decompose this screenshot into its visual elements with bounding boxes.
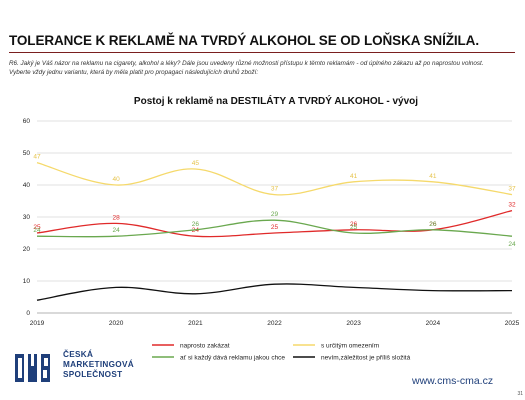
y-tick-label: 60 (23, 118, 31, 125)
chart-grid (37, 120, 512, 314)
legend-label-3: ať si každý dává reklamu jakou chce (180, 354, 285, 361)
data-label: 26 (429, 221, 437, 228)
question-text: R6. Jaký je Váš názor na reklamu na ciga… (9, 60, 514, 77)
data-label: 25 (350, 224, 358, 231)
x-tick-label: 2019 (30, 320, 45, 327)
data-label: 25 (33, 224, 41, 231)
chart-axes: 0 10 20 30 40 50 60 2019 2020 2021 2022 2023 2024 202… (23, 118, 520, 327)
x-tick-label: 2024 (426, 320, 441, 327)
logo-line-1: ČESKÁ (63, 350, 94, 359)
data-label: 25 (271, 224, 279, 231)
data-label: 37 (508, 186, 516, 193)
x-tick-label: 2020 (109, 320, 124, 327)
website-link[interactable]: www.cms-cma.cz (412, 375, 494, 387)
data-label: 40 (113, 176, 121, 183)
legend-label-4: nevím,záležitost je příliš složitá (321, 354, 411, 361)
legend-label-2: s určitým omezením (321, 342, 379, 349)
y-tick-label: 40 (23, 182, 31, 189)
data-label: 24 (113, 227, 121, 234)
data-label: 26 (429, 221, 437, 228)
question-line-1: R6. Jaký je Váš názor na reklamu na ciga… (9, 60, 484, 67)
chart-title: Postoj k reklamě na DESTILÁTY A TVRDÝ AL… (134, 94, 418, 107)
page-number: 31 (517, 391, 523, 397)
chart-legend: naprosto zakázat s určitým omezením ať si … (152, 342, 411, 361)
x-tick-label: 2022 (267, 320, 282, 327)
series-line-4 (36, 283, 513, 301)
x-tick-label: 2025 (505, 320, 520, 327)
company-logo: ČESKÁ MARKETINGOVÁ SPOLEČNOST (13, 348, 163, 390)
data-label: 24 (33, 227, 41, 234)
data-label: 37 (271, 186, 279, 193)
x-tick-label: 2021 (188, 320, 203, 327)
x-tick-label: 2023 (346, 320, 361, 327)
data-label: 24 (192, 227, 200, 234)
data-label: 24 (508, 241, 516, 248)
logo-wordmark: ČESKÁ MARKETINGOVÁ SPOLEČNOST (63, 350, 134, 380)
series-line-3 (36, 219, 513, 238)
data-label: 29 (271, 211, 279, 218)
data-label: 41 (350, 173, 358, 180)
headline-divider (9, 52, 515, 53)
y-tick-label: 30 (23, 214, 31, 221)
data-label: 26 (350, 221, 358, 228)
y-tick-label: 10 (23, 278, 31, 285)
y-tick-label: 0 (26, 310, 30, 317)
cms-logo-mark-icon (15, 354, 50, 382)
data-label: 45 (192, 160, 200, 167)
data-label: 26 (192, 221, 200, 228)
data-label: 28 (113, 214, 121, 221)
data-label: 32 (508, 202, 516, 209)
page-headline: TOLERANCE K REKLAMĚ NA TVRDÝ ALKOHOL SE … (9, 33, 479, 48)
legend-label-1: naprosto zakázat (180, 342, 230, 349)
y-tick-label: 20 (23, 246, 31, 253)
data-label: 41 (429, 173, 437, 180)
y-tick-label: 50 (23, 150, 31, 157)
data-label: 47 (33, 154, 41, 161)
logo-line-2: MARKETINGOVÁ (63, 360, 134, 369)
question-line-2: Vyberte vždy jednu variantu, která by mě… (9, 68, 259, 76)
logo-line-3: SPOLEČNOST (63, 370, 123, 379)
series-line-2 (36, 161, 513, 196)
